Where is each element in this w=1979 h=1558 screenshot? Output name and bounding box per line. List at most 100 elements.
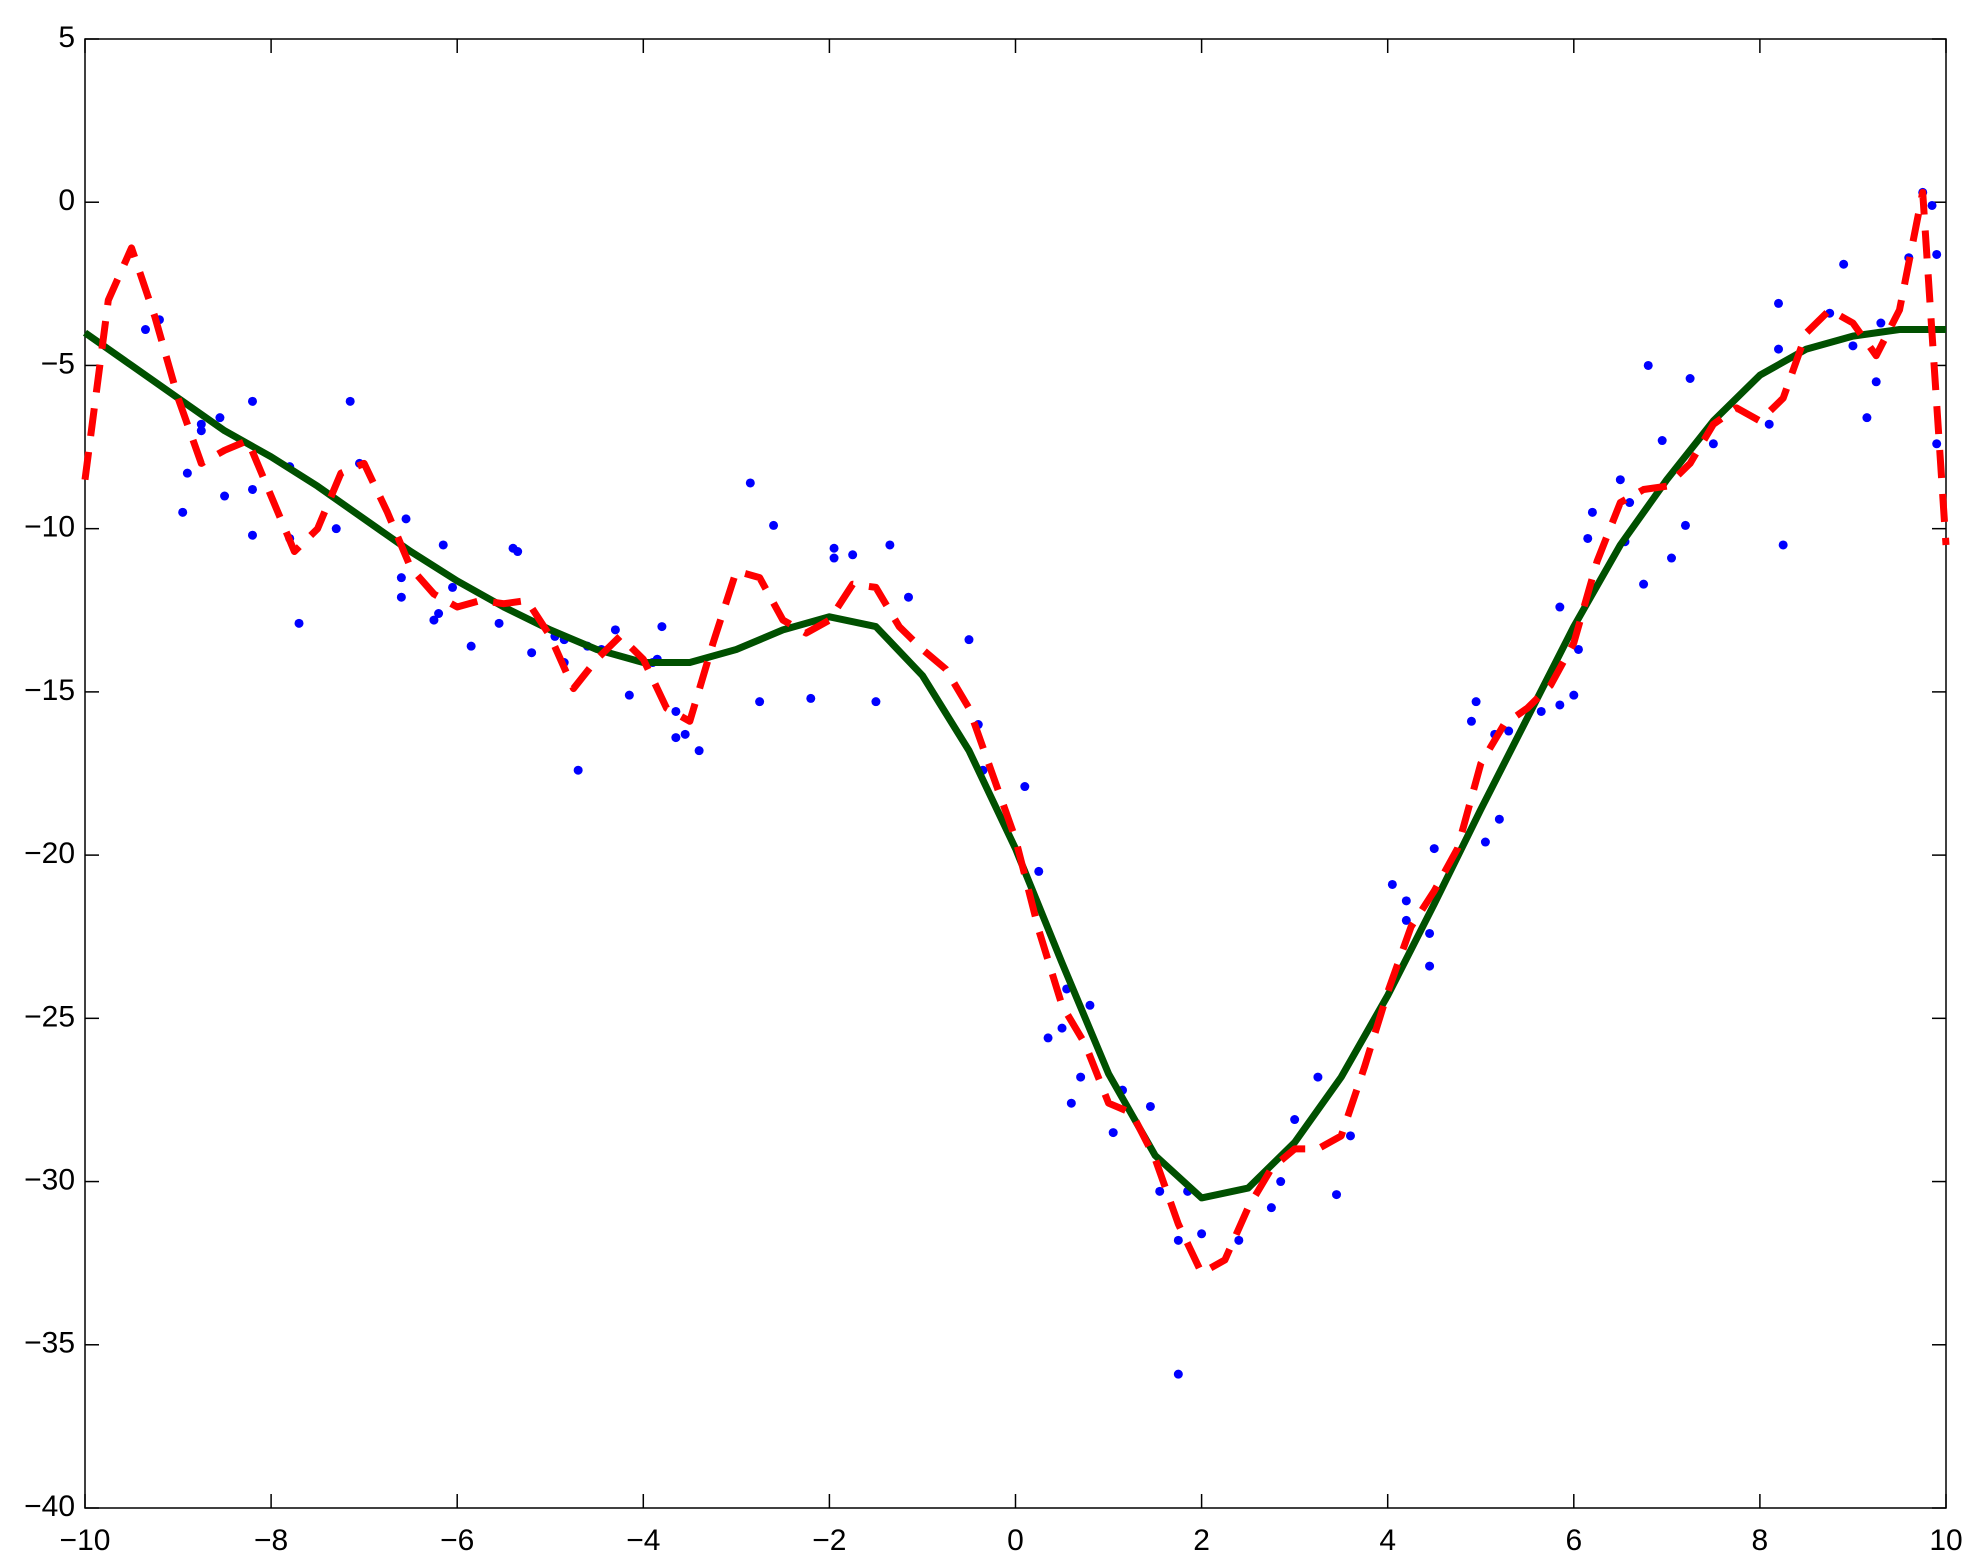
data-point	[1667, 553, 1677, 563]
data-point	[196, 426, 206, 436]
y-tick-label: −25	[24, 1000, 75, 1033]
data-point	[1587, 507, 1597, 517]
data-point	[1685, 374, 1695, 384]
x-tick-label: 4	[1379, 1524, 1396, 1557]
x-tick-label: −8	[254, 1524, 288, 1557]
series-line	[82, 326, 1946, 1202]
data-point	[1108, 1128, 1118, 1138]
data-point	[1145, 1101, 1155, 1111]
data-point	[1266, 1203, 1276, 1213]
data-point	[178, 507, 188, 517]
x-tick-label: 10	[1929, 1524, 1962, 1557]
data-point	[1764, 419, 1774, 429]
data-point	[434, 609, 444, 619]
data-point	[1425, 928, 1435, 938]
y-tick-label: −15	[24, 674, 75, 707]
data-point	[885, 540, 895, 550]
x-tick-label: −2	[812, 1524, 846, 1557]
data-point	[624, 690, 634, 700]
data-point	[1173, 1369, 1183, 1379]
data-point	[401, 514, 411, 524]
data-point	[694, 746, 704, 756]
x-tick-label: 2	[1193, 1524, 1210, 1557]
data-point	[1234, 1235, 1244, 1245]
data-point	[1927, 200, 1937, 210]
data-point	[1043, 1033, 1053, 1043]
data-point	[1848, 341, 1858, 351]
data-point	[848, 550, 858, 560]
data-point	[1173, 1235, 1183, 1245]
data-point	[903, 592, 913, 602]
y-tick-label: −10	[24, 511, 75, 544]
data-point	[494, 618, 504, 628]
data-point	[573, 765, 583, 775]
data-point	[247, 396, 257, 406]
x-tick-label: −10	[60, 1524, 111, 1557]
data-point	[1839, 259, 1849, 269]
data-point	[513, 547, 523, 557]
y-tick-label: −30	[24, 1163, 75, 1196]
data-point	[1555, 602, 1565, 612]
data-point	[806, 693, 816, 703]
data-point	[1555, 700, 1565, 710]
x-tick-label: −4	[626, 1524, 660, 1557]
data-point	[1639, 579, 1649, 589]
data-point	[1643, 360, 1653, 370]
x-tick-label: 8	[1752, 1524, 1769, 1557]
data-point	[671, 733, 681, 743]
data-point	[527, 648, 537, 658]
data-point	[345, 396, 355, 406]
data-point	[769, 520, 779, 530]
data-point	[964, 635, 974, 645]
data-point	[1932, 439, 1942, 449]
series-line	[81, 188, 1950, 1277]
data-point	[1057, 1023, 1067, 1033]
data-point	[1876, 318, 1886, 328]
data-point	[1085, 1000, 1095, 1010]
data-point	[331, 524, 341, 534]
data-point	[1774, 344, 1784, 354]
data-point	[1020, 782, 1030, 792]
y-tick-label: −20	[24, 837, 75, 870]
data-point	[1313, 1072, 1323, 1082]
data-point	[1076, 1072, 1086, 1082]
x-tick-label: −6	[440, 1524, 474, 1557]
data-point	[1197, 1229, 1207, 1239]
data-point	[829, 553, 839, 563]
data-point	[657, 622, 667, 632]
y-tick-label: −40	[24, 1490, 75, 1523]
data-point	[671, 706, 681, 716]
data-point	[1345, 1131, 1355, 1141]
data-point	[220, 491, 230, 501]
data-point	[1625, 498, 1635, 508]
data-point	[448, 582, 458, 592]
data-point	[745, 478, 755, 488]
x-tick-label: 6	[1565, 1524, 1582, 1557]
data-point	[1871, 377, 1881, 387]
data-point	[396, 592, 406, 602]
data-point	[1680, 520, 1690, 530]
data-point	[1466, 716, 1476, 726]
data-point	[1471, 697, 1481, 707]
data-point	[247, 484, 257, 494]
data-point	[1401, 896, 1411, 906]
data-point	[1778, 540, 1788, 550]
data-point	[871, 697, 881, 707]
data-point	[1401, 915, 1411, 925]
data-point	[1429, 844, 1439, 854]
data-point	[829, 543, 839, 553]
data-point	[1155, 1186, 1165, 1196]
data-point	[755, 697, 765, 707]
data-point	[466, 641, 476, 651]
data-point	[1583, 533, 1593, 543]
data-point	[396, 573, 406, 583]
data-point	[1332, 1190, 1342, 1200]
data-point	[1276, 1177, 1286, 1187]
data-point	[247, 530, 257, 540]
data-point	[182, 468, 192, 478]
y-tick-label: −35	[24, 1327, 75, 1360]
data-point	[1708, 439, 1718, 449]
data-point	[1615, 475, 1625, 485]
data-point	[1774, 298, 1784, 308]
